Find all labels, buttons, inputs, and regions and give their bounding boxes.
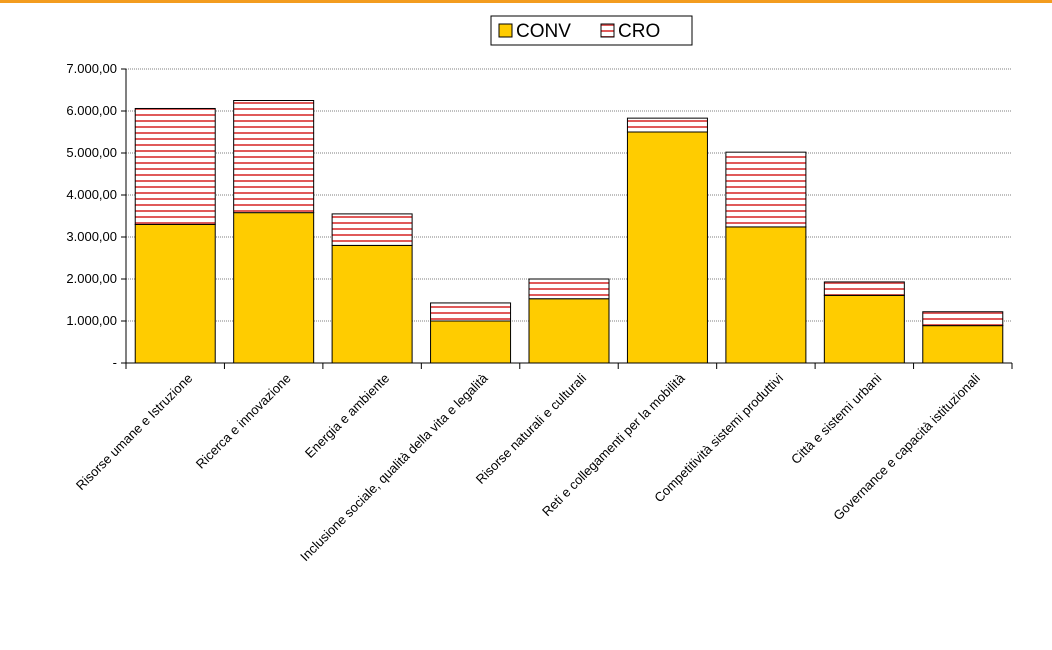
bar-conv — [922, 325, 1004, 364]
y-tick-label: 4.000,00 — [66, 187, 117, 202]
legend-box — [490, 15, 693, 46]
x-category-label: Risorse umane e Istruzione — [73, 371, 196, 494]
y-tick-label: - — [113, 355, 117, 370]
y-tick-label: 2.000,00 — [66, 271, 117, 286]
bar-cro — [233, 100, 315, 214]
x-category-label: Città e sistemi urbani — [788, 370, 885, 467]
bar-conv — [528, 298, 610, 364]
bar-conv — [823, 294, 905, 364]
bar-conv — [134, 223, 216, 364]
legend: CONV CRO — [490, 15, 693, 46]
y-tick-label: 1.000,00 — [66, 313, 117, 328]
y-tick-label: 7.000,00 — [66, 61, 117, 76]
bar-cro — [528, 278, 610, 300]
y-tick-label: 5.000,00 — [66, 145, 117, 160]
bar-cro — [134, 107, 216, 225]
bar-cro — [430, 302, 512, 322]
x-category-label: Ricerca e innovazione — [193, 371, 294, 472]
bar-conv — [626, 131, 708, 364]
x-category-label: Inclusione sociale, qualità della vita e… — [297, 370, 491, 564]
bar-conv — [331, 244, 413, 364]
bar-cro — [725, 151, 807, 228]
y-tick-label: 6.000,00 — [66, 103, 117, 118]
bar-conv — [725, 226, 807, 364]
bar-conv — [233, 212, 315, 364]
x-category-label: Energia e ambiente — [302, 371, 392, 461]
legend-label-cro: CRO — [618, 21, 660, 42]
bar-cro — [823, 281, 905, 296]
bar-cro — [626, 117, 708, 133]
top-accent-line — [0, 0, 1052, 3]
bar-cro — [331, 213, 413, 246]
legend-swatch-conv — [498, 23, 513, 38]
y-tick-label: 3.000,00 — [66, 229, 117, 244]
x-category-label: Risorse naturali e culturali — [473, 370, 589, 486]
y-axis: - 1.000,00 2.000,00 3.000,00 4.000,00 5.000,0… — [66, 61, 127, 370]
legend-label-conv: CONV — [516, 21, 571, 42]
bar-conv — [430, 320, 512, 364]
legend-swatch-cro — [600, 23, 615, 38]
bars — [134, 100, 1004, 364]
bar-cro — [922, 311, 1004, 327]
